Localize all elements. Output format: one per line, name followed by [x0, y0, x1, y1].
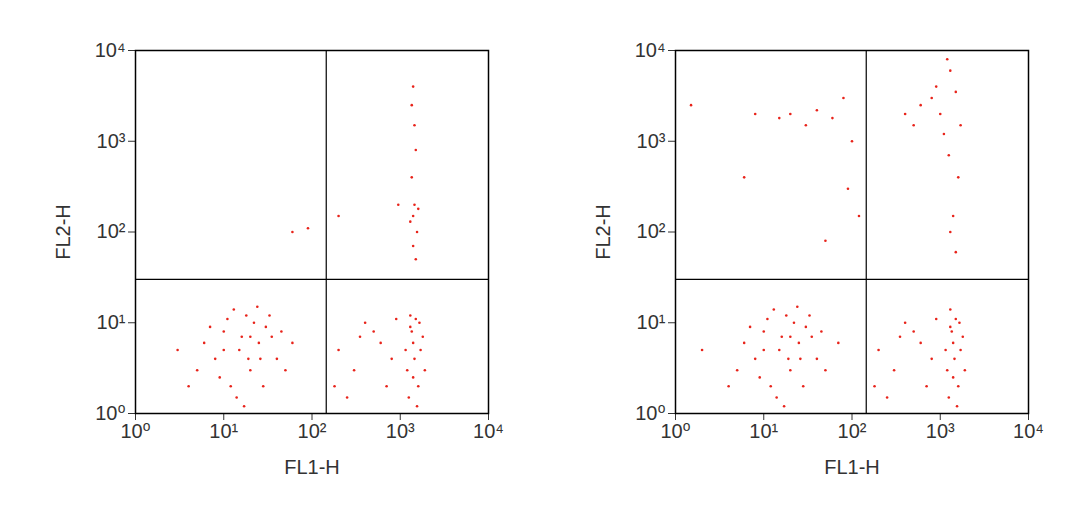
svg-text:FL2-H: FL2-H — [592, 204, 614, 260]
svg-text:10¹: 10¹ — [749, 420, 778, 442]
svg-text:10⁰: 10⁰ — [95, 401, 126, 424]
svg-text:10²: 10² — [298, 420, 327, 442]
svg-text:10⁰: 10⁰ — [120, 420, 150, 442]
svg-text:10³: 10³ — [637, 130, 666, 152]
svg-text:10⁴: 10⁴ — [635, 39, 666, 61]
svg-text:10²: 10² — [97, 220, 126, 242]
svg-text:10¹: 10¹ — [637, 311, 666, 333]
svg-text:10³: 10³ — [97, 130, 126, 152]
svg-text:10⁰: 10⁰ — [635, 401, 666, 424]
svg-text:FL2-H: FL2-H — [52, 204, 74, 260]
svg-text:10⁰: 10⁰ — [660, 420, 690, 442]
svg-text:FL1-H: FL1-H — [284, 456, 340, 478]
svg-text:10²: 10² — [637, 220, 666, 242]
svg-text:10²: 10² — [838, 420, 867, 442]
svg-text:10⁴: 10⁴ — [473, 420, 504, 442]
svg-text:FL1-H: FL1-H — [824, 456, 880, 478]
svg-text:10⁴: 10⁴ — [1013, 420, 1044, 442]
svg-text:10¹: 10¹ — [97, 311, 126, 333]
svg-text:10³: 10³ — [386, 420, 415, 442]
svg-text:10¹: 10¹ — [209, 420, 238, 442]
svg-text:10⁴: 10⁴ — [95, 39, 126, 61]
svg-text:10³: 10³ — [926, 420, 955, 442]
